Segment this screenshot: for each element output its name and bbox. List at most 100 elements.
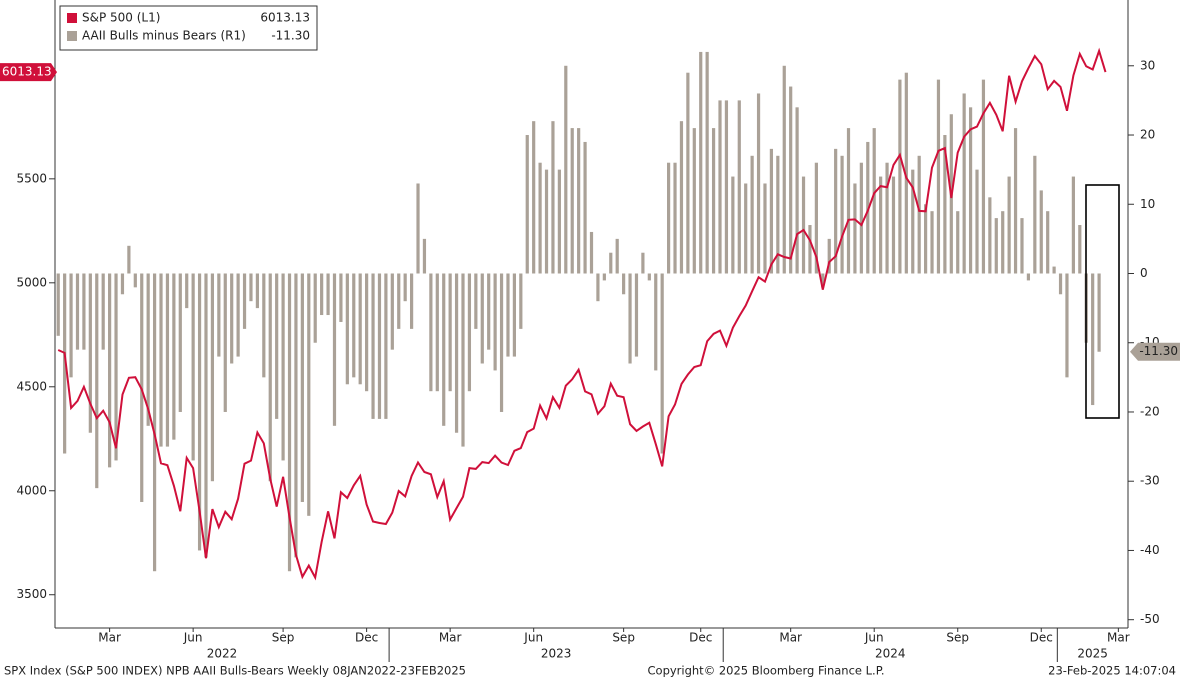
legend-box	[59, 5, 318, 51]
bar	[88, 273, 92, 433]
x-group-label: 2023	[541, 647, 572, 661]
x-tick-label: Mar	[98, 631, 121, 645]
bar	[320, 273, 324, 316]
bar	[750, 155, 754, 274]
bar	[506, 273, 510, 357]
bar	[1026, 273, 1031, 281]
bar	[210, 273, 215, 482]
bar	[191, 273, 195, 461]
x-tick-label: Sep	[612, 631, 635, 645]
bar	[532, 121, 536, 274]
footer-left: SPX Index (S&P 500 INDEX) NPB AAII Bulls…	[4, 664, 466, 678]
bar	[622, 273, 626, 295]
bar	[866, 141, 870, 274]
bar	[114, 273, 118, 461]
bar	[936, 79, 941, 274]
bar	[692, 128, 696, 274]
x-tick-label: Dec	[689, 631, 712, 645]
bar	[596, 273, 600, 302]
bar	[667, 162, 671, 274]
bar	[217, 273, 221, 357]
bar	[448, 273, 452, 392]
bar	[371, 273, 375, 419]
bar	[416, 183, 420, 274]
bar	[673, 162, 677, 274]
bar	[570, 128, 574, 274]
bar	[178, 273, 182, 412]
bar	[108, 273, 112, 468]
bar	[442, 273, 446, 426]
bar	[943, 135, 947, 274]
legend-value: -11.30	[271, 29, 310, 43]
bar	[564, 65, 568, 274]
bar	[390, 273, 394, 350]
bar	[69, 273, 73, 378]
bar	[879, 176, 883, 274]
bar	[152, 273, 157, 572]
x-tick-label: Sep	[946, 631, 969, 645]
bar	[300, 273, 304, 502]
bar	[352, 273, 356, 378]
bar	[268, 273, 272, 482]
last-value-label: 6013.13	[2, 65, 52, 79]
bar	[249, 273, 253, 302]
bar	[197, 273, 202, 551]
bar	[365, 273, 369, 392]
bar	[493, 273, 497, 371]
bar	[686, 72, 690, 274]
bar	[589, 231, 594, 274]
bar	[962, 93, 966, 274]
bar	[474, 273, 478, 329]
highlight-box	[1085, 184, 1120, 419]
x-tick-label: Mar	[779, 631, 802, 645]
bar	[609, 252, 613, 274]
bar	[1013, 128, 1018, 274]
legend-swatch	[67, 31, 77, 41]
plot-area	[56, 47, 1107, 581]
bar	[744, 183, 748, 274]
bar	[204, 273, 208, 558]
bar	[146, 273, 150, 426]
bar	[397, 273, 401, 329]
x-tick-label: Mar	[439, 631, 462, 645]
bar	[994, 218, 998, 274]
bar	[718, 100, 722, 274]
bar	[127, 245, 131, 274]
bar	[75, 273, 80, 350]
bar	[262, 273, 266, 378]
bar	[429, 273, 433, 392]
bar	[724, 100, 729, 274]
legend: S&P 500 (L1) 6013.13 AAII Bulls minus Bear…	[59, 5, 318, 51]
y2-tick-label: -40	[1140, 543, 1160, 557]
bar	[898, 79, 902, 274]
bar	[339, 273, 343, 322]
bar	[782, 65, 786, 274]
bar	[461, 273, 465, 447]
bar	[512, 273, 516, 357]
bar	[981, 79, 986, 274]
bar	[1091, 273, 1095, 406]
bar	[647, 273, 651, 281]
bar	[1071, 176, 1075, 274]
bar	[307, 273, 311, 516]
bar	[1097, 273, 1101, 352]
y-tick-label: 5000	[16, 275, 47, 289]
bar	[230, 273, 234, 364]
bar	[1001, 211, 1005, 274]
bar	[769, 148, 774, 274]
x-tick-label: Jun	[183, 631, 203, 645]
y-tick-label: 5500	[16, 171, 47, 185]
bar	[821, 273, 825, 288]
bar	[1046, 211, 1050, 274]
x-tick-label: Mar	[1107, 631, 1130, 645]
bar	[602, 273, 606, 281]
bar	[159, 273, 163, 447]
bar	[120, 273, 125, 295]
legend-swatch	[67, 13, 77, 23]
y2-tick-label: 0	[1140, 266, 1148, 280]
bar	[711, 128, 716, 274]
bar	[275, 273, 279, 419]
y2-tick-label: 20	[1140, 128, 1155, 142]
y2-tick-label: 10	[1140, 197, 1155, 211]
